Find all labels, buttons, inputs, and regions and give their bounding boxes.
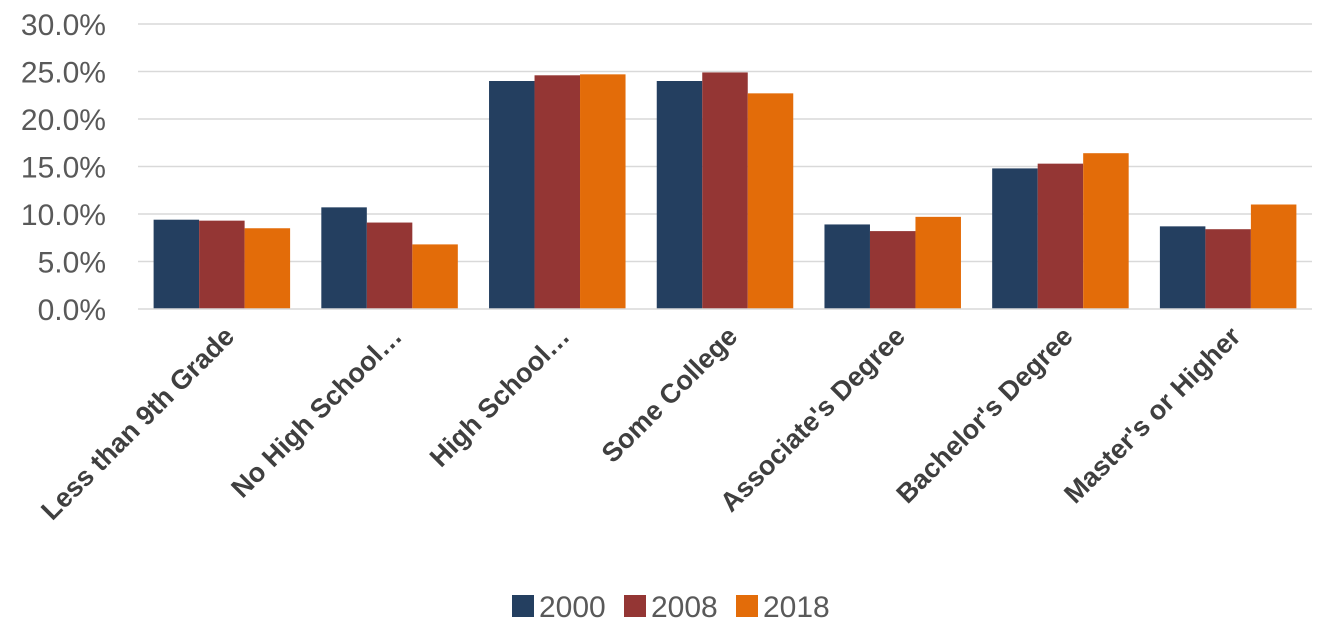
bar-2008-7 — [1205, 229, 1251, 309]
bar-2018-2 — [412, 244, 458, 309]
bar-2008-3 — [534, 75, 581, 309]
bar-2008-6 — [1037, 163, 1084, 309]
y-tick-label: 20.0% — [21, 104, 106, 137]
category-label: Less than 9th Grade — [35, 321, 240, 526]
y-tick-label: 25.0% — [21, 57, 106, 90]
y-tick-label: 10.0% — [21, 199, 106, 232]
legend-label-2008: 2008 — [651, 591, 718, 624]
bar-2000-3 — [489, 81, 535, 309]
y-tick-label: 30.0% — [21, 9, 106, 42]
bar-2008-5 — [869, 231, 916, 309]
bar-2008-1 — [199, 220, 245, 309]
category-label: Bachelor's Degree — [891, 321, 1079, 509]
category-label: High School… — [424, 321, 576, 473]
bar-2018-6 — [1083, 153, 1129, 309]
y-tick-label: 15.0% — [21, 152, 106, 185]
bar-2000-6 — [992, 168, 1038, 309]
bar-2000-5 — [824, 224, 870, 309]
bar-2018-1 — [244, 228, 291, 309]
y-tick-label: 5.0% — [38, 247, 106, 280]
legend-label-2018: 2018 — [763, 591, 830, 624]
bar-2008-4 — [702, 72, 748, 309]
category-label: No High School… — [225, 321, 407, 503]
bars — [153, 72, 1297, 309]
bar-2018-3 — [580, 74, 626, 309]
bar-2008-2 — [366, 222, 413, 309]
category-label: Master's or Higher — [1058, 321, 1246, 509]
category-label: Associate's Degree — [714, 321, 911, 518]
bar-2000-4 — [656, 81, 703, 309]
legend-swatch-2000 — [512, 595, 534, 617]
bar-2000-2 — [321, 207, 367, 309]
bar-2018-4 — [747, 93, 794, 309]
category-label: Some College — [596, 321, 743, 468]
bar-2000-7 — [1159, 226, 1206, 309]
legend: 2000 2008 2018 — [512, 591, 830, 624]
bar-2000-1 — [153, 219, 200, 309]
bar-2018-7 — [1250, 204, 1297, 309]
legend-swatch-2018 — [736, 595, 758, 617]
legend-label-2000: 2000 — [539, 591, 606, 624]
legend-swatch-2008 — [624, 595, 646, 617]
y-tick-label: 0.0% — [38, 294, 106, 327]
y-axis-tick-labels: 0.0% 5.0% 10.0% 15.0% 20.0% 25.0% 30.0% — [21, 9, 106, 327]
bar-2018-5 — [915, 216, 961, 309]
